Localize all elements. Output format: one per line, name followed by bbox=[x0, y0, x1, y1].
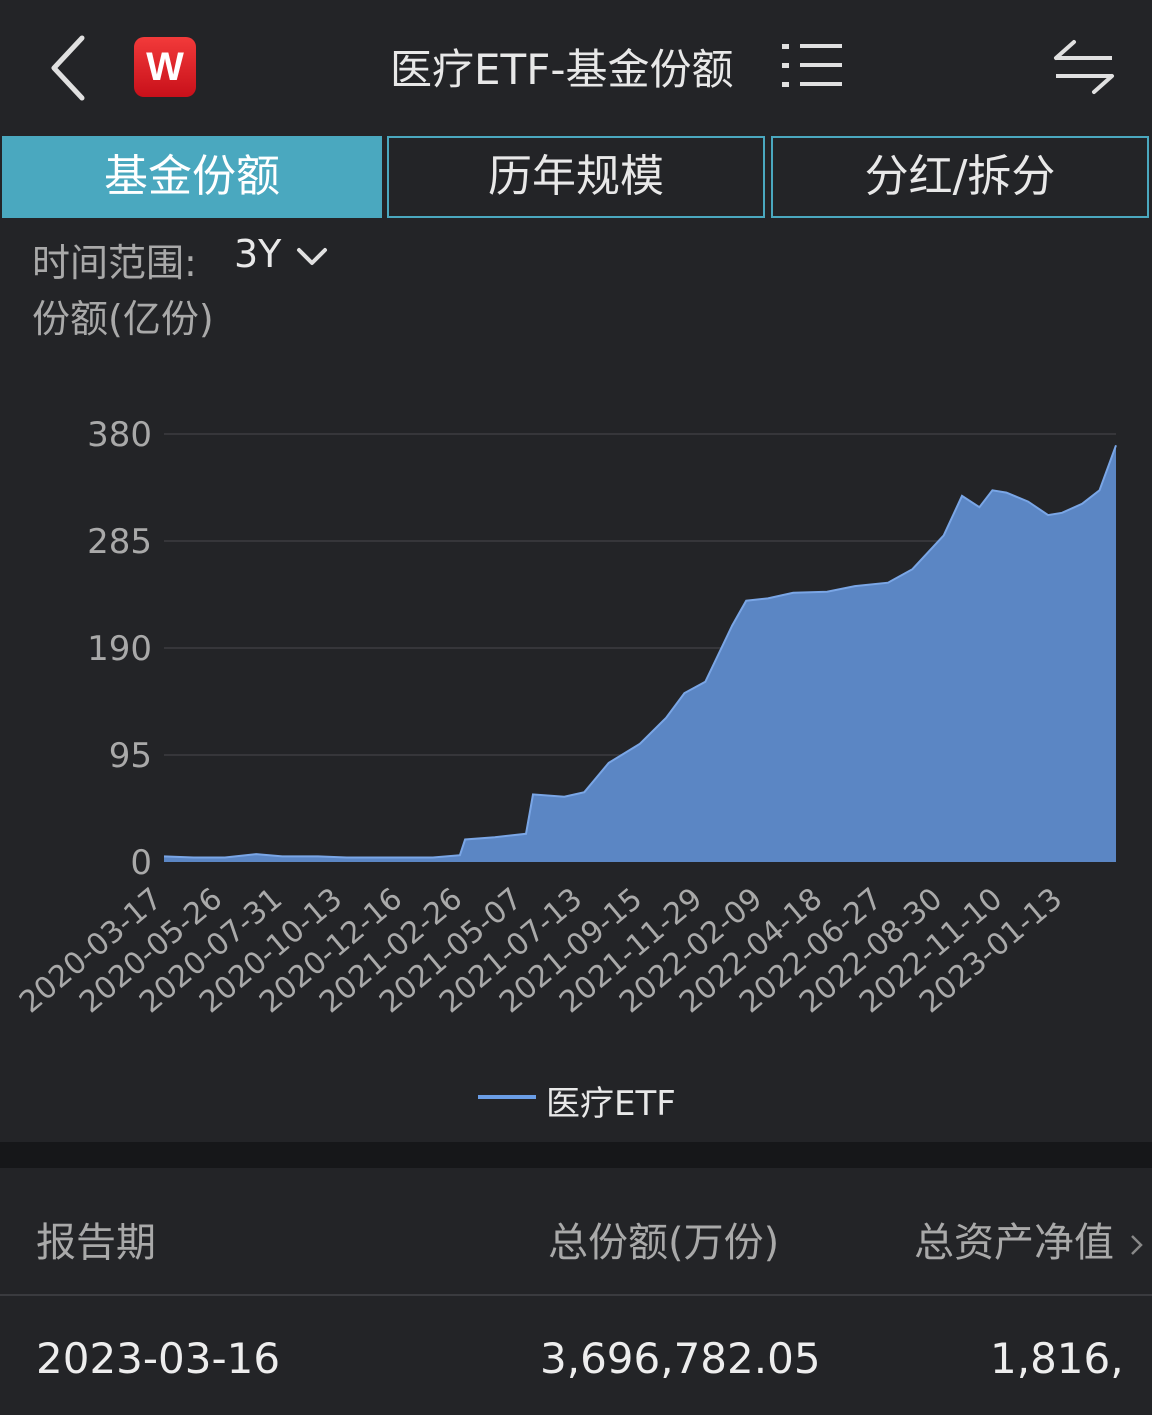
tab-bar: 基金份额 历年规模 分红/拆分 bbox=[0, 136, 1152, 222]
menu-button[interactable] bbox=[782, 40, 844, 92]
tab-fund-shares[interactable]: 基金份额 bbox=[2, 136, 382, 218]
table-divider bbox=[0, 1294, 1152, 1296]
cell-total-nav: 1,816,2 bbox=[990, 1334, 1122, 1383]
header-total-shares: 总份额(万份) bbox=[548, 1220, 780, 1266]
chevron-left-icon bbox=[51, 35, 85, 101]
y-tick-label: 380 bbox=[87, 415, 152, 455]
series-area bbox=[164, 445, 1116, 862]
swap-arrows-icon bbox=[1054, 40, 1114, 94]
header-report-period: 报告期 bbox=[36, 1220, 156, 1266]
y-tick-label: 95 bbox=[109, 736, 152, 776]
y-tick-label: 285 bbox=[87, 522, 152, 562]
header-total-nav[interactable]: 总资产净值 bbox=[914, 1210, 1147, 1268]
time-range-value: 3Y bbox=[234, 232, 282, 276]
y-axis-unit-label: 份额(亿份) bbox=[32, 297, 214, 341]
tab-annual-scale[interactable]: 历年规模 bbox=[387, 136, 765, 218]
page-title: 医疗ETF-基金份额 bbox=[390, 45, 734, 94]
legend-swatch bbox=[478, 1095, 536, 1099]
list-menu-icon bbox=[782, 44, 842, 87]
back-button[interactable] bbox=[40, 30, 100, 106]
top-bar: W 医疗ETF-基金份额 bbox=[0, 0, 1152, 135]
legend-label: 医疗ETF bbox=[546, 1084, 676, 1124]
tab-dividend-split[interactable]: 分红/拆分 bbox=[771, 136, 1149, 218]
app-logo: W bbox=[134, 37, 196, 97]
series-line bbox=[163, 444, 1117, 859]
switch-button[interactable] bbox=[1052, 38, 1116, 96]
chevron-right-icon bbox=[1130, 1235, 1143, 1255]
y-tick-label: 190 bbox=[87, 629, 152, 669]
cell-total-shares: 3,696,782.05 bbox=[540, 1334, 821, 1383]
header-total-nav-label: 总资产净值 bbox=[914, 1220, 1114, 1266]
y-tick-label: 0 bbox=[130, 843, 152, 883]
section-divider bbox=[0, 1142, 1152, 1168]
time-range-select[interactable]: 3Y bbox=[234, 232, 329, 276]
time-range-label: 时间范围: bbox=[32, 241, 197, 285]
chevron-down-icon bbox=[297, 247, 328, 265]
cell-report-period: 2023-03-16 bbox=[36, 1334, 281, 1383]
